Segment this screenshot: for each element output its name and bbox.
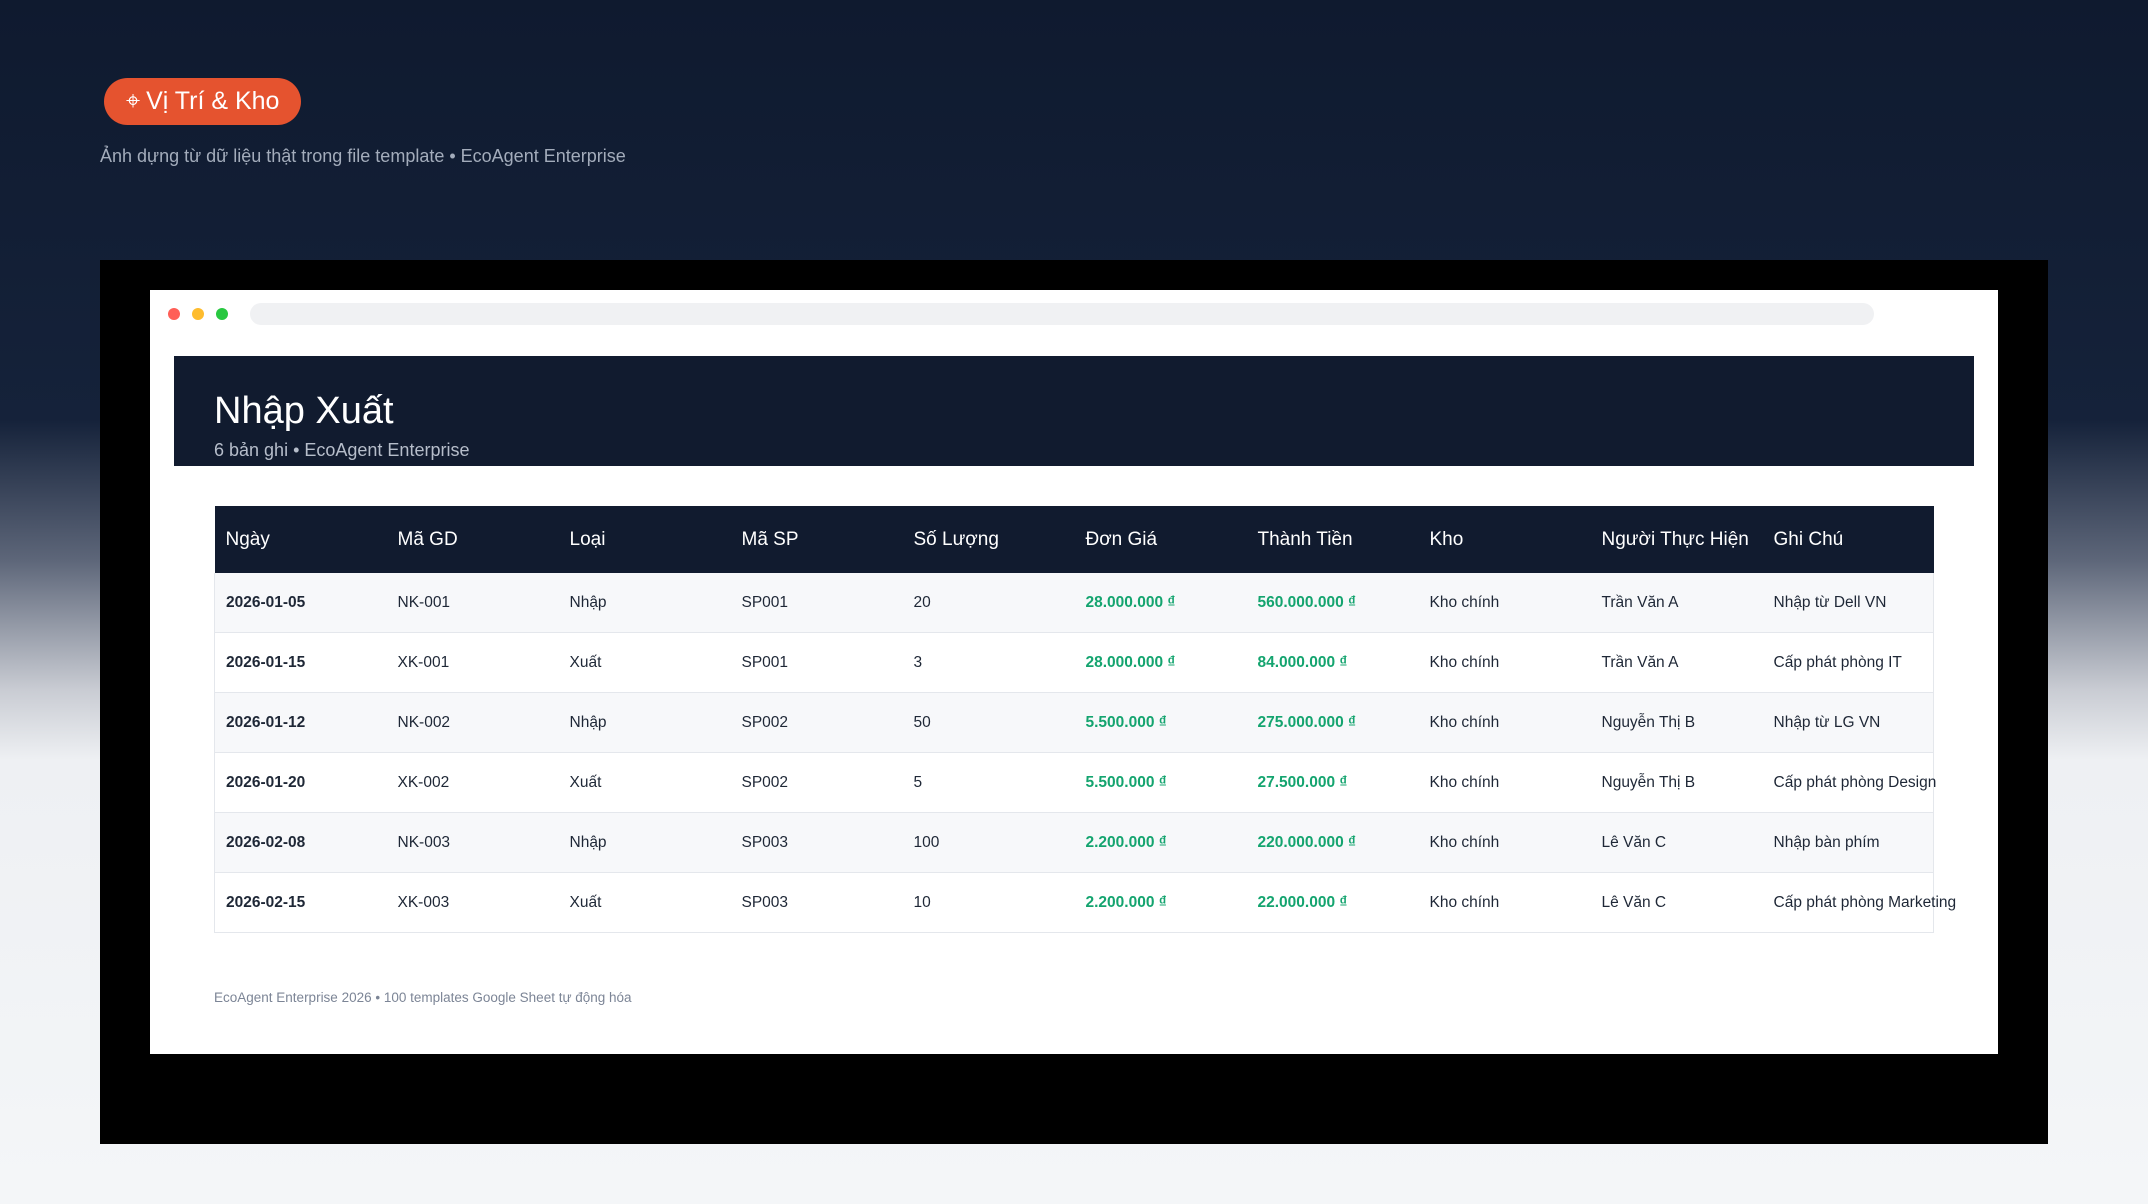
table-cell: Nhập (558, 573, 731, 633)
table-cell: 2026-02-15 (214, 872, 387, 933)
table-cell: 275.000.000 ₫ (1246, 692, 1419, 753)
sheet-title: Nhập Xuất (214, 390, 394, 432)
table-cell: NK-002 (386, 692, 559, 753)
table-row[interactable]: 2026-02-08 NK-003 Nhập SP003 100 2.200.000 ₫ 2… (214, 812, 1934, 873)
table-cell: Xuất (558, 632, 731, 693)
table-cell: Kho chính (1418, 573, 1591, 633)
table-cell: Trần Văn A (1590, 573, 1763, 633)
table-row[interactable]: 2026-02-15 XK-003 Xuất SP003 10 2.200.000 ₫ 22… (214, 872, 1956, 933)
table-cell: NK-003 (386, 812, 559, 873)
footnote: EcoAgent Enterprise 2026 • 100 templates… (214, 990, 632, 1005)
table-cell: 2026-01-20 (214, 752, 387, 813)
table-cell: 5 (902, 752, 1075, 813)
section-badge: ⌖ Vị Trí & Kho (104, 78, 302, 125)
table-cell: Cấp phát phòng Design (1762, 752, 1936, 813)
table-cell: 50 (902, 692, 1075, 753)
table-cell: 560.000.000 ₫ (1246, 573, 1419, 633)
column-header[interactable]: Ngày (214, 506, 387, 573)
table-cell: NK-001 (386, 573, 559, 633)
map-pin-icon: ⌖ (126, 87, 141, 115)
table-cell: Nguyễn Thị B (1590, 752, 1763, 813)
table-cell: Nhập bàn phím (1762, 812, 1934, 873)
table-cell: Kho chính (1418, 632, 1591, 693)
table-cell: XK-002 (386, 752, 559, 813)
table-cell: 2026-01-15 (214, 632, 387, 693)
table-cell: 10 (902, 872, 1075, 933)
column-header[interactable]: Số Lượng (902, 506, 1075, 573)
table-cell: 2.200.000 ₫ (1074, 872, 1247, 933)
table-cell: 84.000.000 ₫ (1246, 632, 1419, 693)
table-cell: Nhập (558, 692, 731, 753)
maximize-window-button[interactable] (216, 308, 228, 320)
column-header[interactable]: Loại (558, 506, 731, 573)
table-cell: SP002 (730, 752, 903, 813)
table-row[interactable]: 2026-01-20 XK-002 Xuất SP002 5 5.500.000 ₫ 27.… (214, 752, 1936, 813)
table-header-row: Ngày Mã GD Loại Mã SP Số Lượng Đơn Giá Thành T… (214, 506, 1934, 573)
section-badge-label: Vị Trí & Kho (146, 87, 280, 115)
column-header[interactable]: Mã SP (730, 506, 903, 573)
table-cell: Nhập từ LG VN (1762, 692, 1934, 753)
table-cell: XK-003 (386, 872, 559, 933)
table-cell: Kho chính (1418, 812, 1591, 873)
table-cell: Cấp phát phòng Marketing (1762, 872, 1956, 933)
close-window-button[interactable] (168, 308, 180, 320)
column-header[interactable]: Người Thực Hiện (1590, 506, 1763, 573)
table-cell: 5.500.000 ₫ (1074, 752, 1247, 813)
table-cell: SP002 (730, 692, 903, 753)
table-cell: Xuất (558, 872, 731, 933)
table-cell: Trần Văn A (1590, 632, 1763, 693)
screenshot-frame: Nhập Xuất 6 bản ghi • EcoAgent Enterpris… (100, 260, 2048, 1144)
table-cell: 100 (902, 812, 1075, 873)
table-row[interactable]: 2026-01-15 XK-001 Xuất SP001 3 28.000.000 ₫ 84… (214, 632, 1934, 693)
table-cell: 28.000.000 ₫ (1074, 573, 1247, 633)
minimize-window-button[interactable] (192, 308, 204, 320)
table-cell: 28.000.000 ₫ (1074, 632, 1247, 693)
column-header[interactable]: Đơn Giá (1074, 506, 1247, 573)
table-cell: 2026-02-08 (214, 812, 387, 873)
address-bar[interactable] (250, 303, 1874, 325)
table-cell: 22.000.000 ₫ (1246, 872, 1419, 933)
table-cell: 2026-01-05 (214, 573, 387, 633)
table-row[interactable]: 2026-01-12 NK-002 Nhập SP002 50 5.500.000 ₫ 27… (214, 692, 1934, 753)
table-cell: Lê Văn C (1590, 812, 1763, 873)
column-header[interactable]: Ghi Chú (1762, 506, 1934, 573)
table-cell: 220.000.000 ₫ (1246, 812, 1419, 873)
transactions-table: Ngày Mã GD Loại Mã SP Số Lượng Đơn Giá Thành T… (214, 506, 1956, 933)
table-cell: SP003 (730, 812, 903, 873)
table-cell: 5.500.000 ₫ (1074, 692, 1247, 753)
table-cell: 3 (902, 632, 1075, 693)
table-cell: SP001 (730, 573, 903, 633)
table-cell: SP003 (730, 872, 903, 933)
table-cell: Kho chính (1418, 752, 1591, 813)
sheet-meta: 6 bản ghi • EcoAgent Enterprise (214, 440, 470, 460)
table-row[interactable]: 2026-01-05 NK-001 Nhập SP001 20 28.000.000 ₫ 5… (214, 573, 1934, 633)
table-cell: SP001 (730, 632, 903, 693)
sheet-header: Nhập Xuất 6 bản ghi • EcoAgent Enterpris… (174, 356, 1974, 466)
table-cell: Nguyễn Thị B (1590, 692, 1763, 753)
table-cell: XK-001 (386, 632, 559, 693)
table-cell: Cấp phát phòng IT (1762, 632, 1934, 693)
table-cell: Lê Văn C (1590, 872, 1763, 933)
column-header[interactable]: Mã GD (386, 506, 559, 573)
table-cell: Kho chính (1418, 692, 1591, 753)
table-cell: Xuất (558, 752, 731, 813)
page-caption: Ảnh dựng từ dữ liệu thật trong file temp… (100, 146, 626, 166)
column-header[interactable]: Thành Tiền (1246, 506, 1419, 573)
browser-window: Nhập Xuất 6 bản ghi • EcoAgent Enterpris… (150, 290, 1998, 1054)
table-cell: Kho chính (1418, 872, 1591, 933)
table-cell: 2026-01-12 (214, 692, 387, 753)
table-cell: 2.200.000 ₫ (1074, 812, 1247, 873)
column-header[interactable]: Kho (1418, 506, 1591, 573)
table-cell: 27.500.000 ₫ (1246, 752, 1419, 813)
table-cell: Nhập từ Dell VN (1762, 573, 1934, 633)
table-cell: Nhập (558, 812, 731, 873)
table-cell: 20 (902, 573, 1075, 633)
window-controls (168, 308, 240, 320)
